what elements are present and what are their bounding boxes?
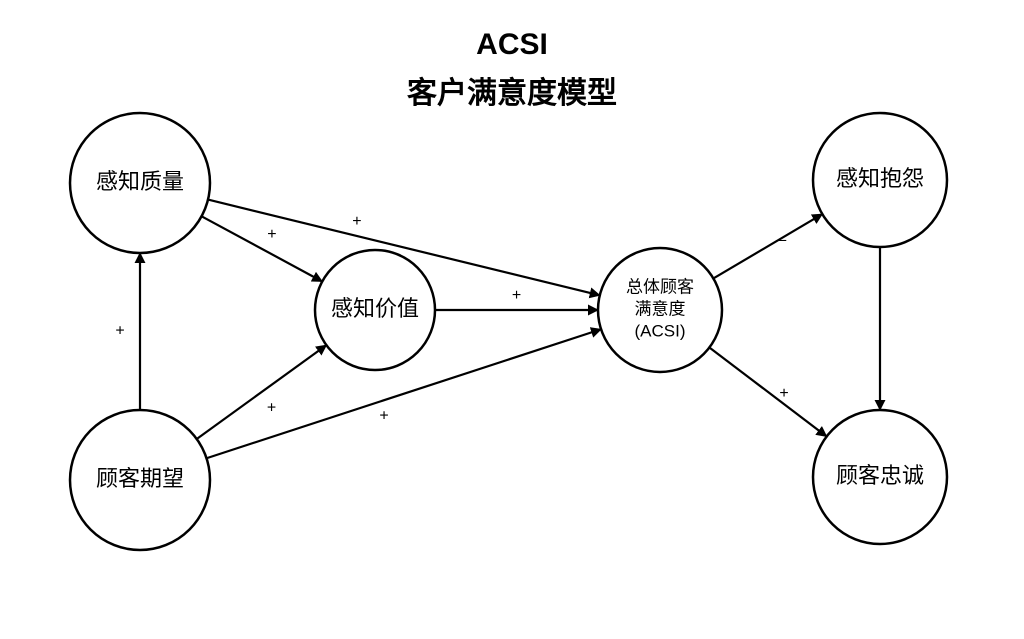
node-label: 顾客期望 [96,466,184,491]
edges-group: + + + + + + – + [115,200,880,459]
edge-perceived_quality-to-perceived_value [202,216,323,281]
edge-sign: + [115,323,124,340]
node-label: 总体顾客 [626,277,694,296]
node-label: 顾客忠诚 [836,463,924,488]
edge-sign: + [352,213,361,230]
edge-acsi-to-complaint [713,214,822,278]
node-loyalty: 顾客忠诚 [813,410,947,544]
node-customer_expect: 顾客期望 [70,410,210,550]
title-line-1: ACSI [0,28,1024,62]
edge-sign: + [779,385,788,402]
node-label: 满意度 [635,299,686,318]
node-label: (ACSI) [635,321,686,340]
edge-acsi-to-loyalty [709,347,826,436]
edge-sign: + [267,226,276,243]
edge-sign: + [512,287,521,304]
diagram-stage: ACSI 客户满意度模型 + + + + + + – + 感知质量顾客期望 感知价值 总体顾客满意度… [0,0,1024,639]
node-perceived_quality: 感知质量 [70,113,210,253]
node-label: 感知质量 [96,169,184,194]
node-perceived_value: 感知价值 [315,250,435,370]
title-line-2: 客户满意度模型 [0,68,1024,112]
edge-sign: – [777,231,786,248]
node-label: 感知价值 [331,296,419,321]
edge-sign: + [267,399,276,416]
nodes-group: 感知质量顾客期望 感知价值 总体顾客满意度 (ACSI) 感知抱怨顾客忠诚 [70,113,947,550]
node-complaint: 感知抱怨 [813,113,947,247]
node-acsi: 总体顾客满意度 (ACSI) [598,248,722,372]
edge-sign: + [379,407,388,424]
node-label: 感知抱怨 [836,166,924,191]
